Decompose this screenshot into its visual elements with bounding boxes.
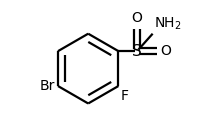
Text: O: O	[132, 11, 143, 25]
Text: NH$_2$: NH$_2$	[154, 15, 182, 32]
Text: F: F	[121, 89, 129, 103]
Text: O: O	[160, 44, 171, 58]
Text: Br: Br	[39, 79, 55, 93]
Text: S: S	[132, 44, 142, 59]
